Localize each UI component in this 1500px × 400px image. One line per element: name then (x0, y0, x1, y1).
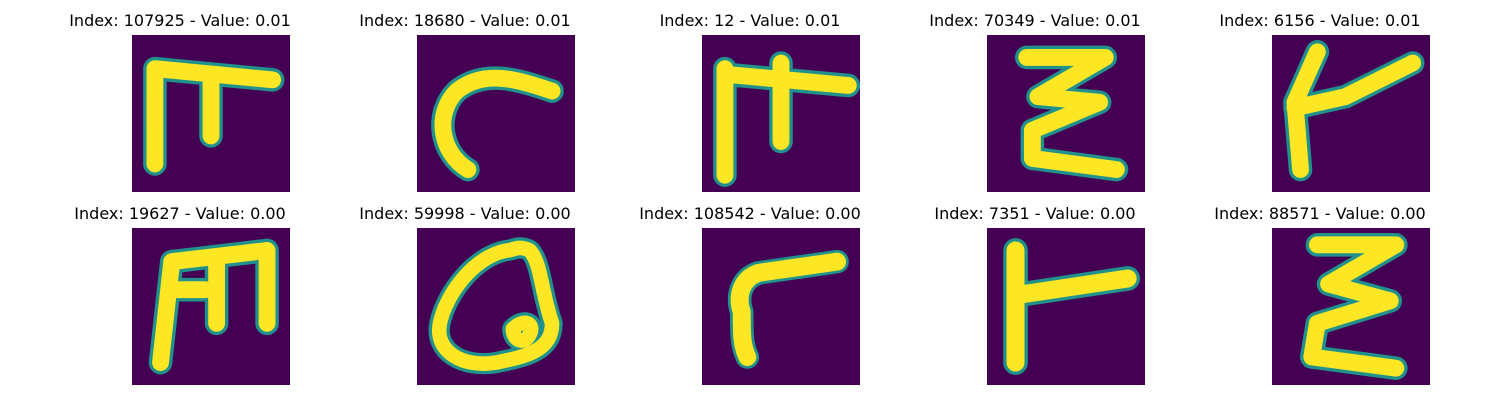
epsilon-glyph-icon (1272, 228, 1430, 385)
panel-title: Index: 59998 - Value: 0.00 (359, 204, 571, 223)
loop-glyph-icon (417, 228, 575, 385)
t-branch-glyph-icon (987, 228, 1145, 385)
lower-t-ligature-icon (132, 35, 290, 192)
panel-title: Index: 108542 - Value: 0.00 (639, 204, 861, 223)
panel-title: Index: 7351 - Value: 0.00 (934, 204, 1136, 223)
cross-bar-glyph-icon (702, 35, 860, 192)
hook-curve-icon (417, 35, 575, 192)
panel-5: Index: 6156 - Value: 0.01 (1170, 0, 1470, 192)
panel-title: Index: 70349 - Value: 0.01 (929, 11, 1141, 30)
panel-title: Index: 88571 - Value: 0.00 (1214, 204, 1426, 223)
panel-10: Index: 88571 - Value: 0.00 (1170, 193, 1470, 385)
panel-title: Index: 19627 - Value: 0.00 (74, 204, 286, 223)
panel-3: Index: 12 - Value: 0.01 (600, 0, 900, 192)
panel-2: Index: 18680 - Value: 0.01 (315, 0, 615, 192)
panel-1: Index: 107925 - Value: 0.01 (30, 0, 330, 192)
gamma-curve-glyph-icon (702, 228, 860, 385)
panel-7: Index: 59998 - Value: 0.00 (315, 193, 615, 385)
panel-title: Index: 12 - Value: 0.01 (659, 11, 841, 30)
panel-8: Index: 108542 - Value: 0.00 (600, 193, 900, 385)
panel-9: Index: 7351 - Value: 0.00 (885, 193, 1185, 385)
panel-4: Index: 70349 - Value: 0.01 (885, 0, 1185, 192)
m-shape-glyph-icon (132, 228, 290, 385)
panel-6: Index: 19627 - Value: 0.00 (30, 193, 330, 385)
stem-branch-glyph-icon (1272, 35, 1430, 192)
panel-title: Index: 18680 - Value: 0.01 (359, 11, 571, 30)
panel-title: Index: 107925 - Value: 0.01 (69, 11, 291, 30)
panel-title: Index: 6156 - Value: 0.01 (1219, 11, 1421, 30)
epsilon-glyph-icon (987, 35, 1145, 192)
